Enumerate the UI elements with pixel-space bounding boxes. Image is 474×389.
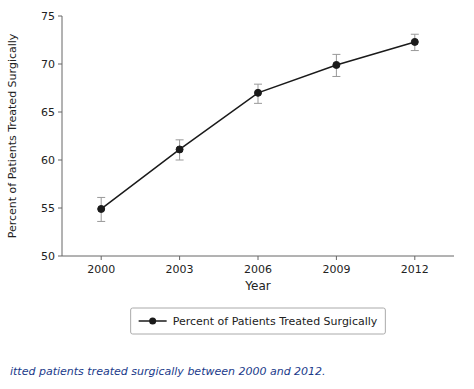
- y-tick: [58, 208, 62, 209]
- error-bar: [254, 84, 262, 103]
- y-tick: [58, 64, 62, 65]
- error-bar: [176, 140, 184, 160]
- y-tick: [58, 256, 62, 257]
- legend-swatch-marker: [149, 318, 156, 325]
- x-tick: [336, 256, 337, 260]
- x-tick-label: 2009: [322, 263, 350, 276]
- y-tick-label: 50: [41, 250, 55, 263]
- y-tick: [58, 160, 62, 161]
- y-tick-label: 60: [41, 154, 55, 167]
- x-tick: [258, 256, 259, 260]
- chart-container: 50 55 60 65 70 75 2000 2003 2006 2009 2012 Year Perc…: [0, 0, 474, 389]
- error-bar: [411, 34, 419, 50]
- y-tick: [58, 16, 62, 17]
- x-tick: [414, 256, 415, 260]
- y-tick-label: 70: [41, 58, 55, 71]
- data-point: [98, 205, 105, 212]
- y-tick-label: 75: [41, 10, 55, 23]
- error-bar: [332, 54, 340, 76]
- x-tick-label: 2012: [401, 263, 429, 276]
- y-tick: [58, 112, 62, 113]
- caption: itted patients treated surgically betwee…: [10, 365, 326, 378]
- data-point: [255, 89, 262, 96]
- x-axis-label: Year: [244, 279, 270, 293]
- x-tick-label: 2006: [244, 263, 272, 276]
- data-point: [176, 146, 183, 153]
- legend: Percent of Patients Treated Surgically: [131, 308, 386, 334]
- x-tick: [179, 256, 180, 260]
- data-point: [333, 61, 340, 68]
- x-tick: [101, 256, 102, 260]
- legend-box: [131, 308, 386, 334]
- error-bar: [97, 197, 105, 221]
- y-axis-line: [62, 16, 63, 256]
- x-tick-label: 2003: [166, 263, 194, 276]
- chart-svg: 50 55 60 65 70 75 2000 2003 2006 2009 2012 Year Perc…: [0, 0, 474, 389]
- data-point: [411, 38, 418, 45]
- legend-label: Percent of Patients Treated Surgically: [173, 315, 378, 328]
- x-tick-label: 2000: [87, 263, 115, 276]
- y-tick-label: 65: [41, 106, 55, 119]
- y-tick-label: 55: [41, 202, 55, 215]
- plot-area: [97, 34, 419, 221]
- series-line: [101, 42, 415, 209]
- y-axis-label: Percent of Patients Treated Surgically: [6, 33, 19, 238]
